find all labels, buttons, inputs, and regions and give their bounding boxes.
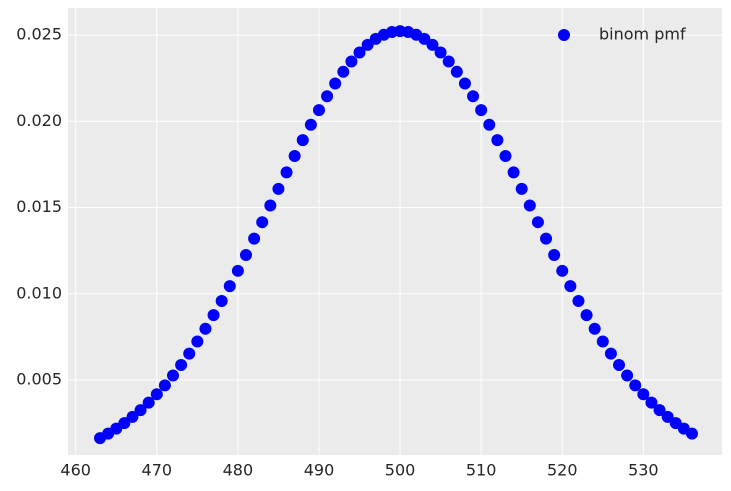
x-tick-label: 470 (142, 461, 173, 480)
point (629, 379, 642, 392)
point (434, 46, 447, 59)
point (288, 149, 301, 162)
point (239, 248, 252, 261)
point (167, 369, 180, 382)
point (467, 90, 480, 103)
point (661, 410, 674, 423)
point (223, 280, 236, 293)
x-tick-label: 530 (628, 461, 659, 480)
point (199, 322, 212, 335)
point (296, 134, 309, 147)
point (637, 388, 650, 401)
x-tick-label: 500 (385, 461, 416, 480)
point (329, 77, 342, 90)
point (572, 294, 585, 307)
point (321, 90, 334, 103)
x-tick-label: 460 (60, 461, 91, 480)
point (126, 410, 139, 423)
point (272, 182, 285, 195)
point (483, 118, 496, 131)
point (345, 55, 358, 68)
legend-marker (558, 29, 570, 41)
point (207, 309, 220, 322)
y-tick-label: 0.020 (16, 111, 62, 130)
point (264, 199, 277, 212)
point (458, 77, 471, 90)
point (442, 55, 455, 68)
point (548, 248, 561, 261)
point (564, 280, 577, 293)
plot-area (68, 8, 722, 455)
y-tick-label: 0.010 (16, 283, 62, 302)
point (450, 65, 463, 78)
point (280, 166, 293, 179)
point (426, 38, 439, 51)
point (507, 166, 520, 179)
x-tick-label: 490 (304, 461, 335, 480)
point (580, 309, 593, 322)
point (215, 294, 228, 307)
x-tick-label: 480 (223, 461, 254, 480)
point (304, 118, 317, 131)
point (312, 104, 325, 117)
x-tick-label: 510 (466, 461, 497, 480)
point (604, 347, 617, 360)
point (134, 404, 147, 417)
point (256, 216, 269, 229)
point (621, 369, 634, 382)
point (531, 216, 544, 229)
point (248, 232, 261, 245)
point (645, 396, 658, 409)
y-tick-label: 0.005 (16, 369, 62, 388)
point (596, 335, 609, 348)
point (175, 358, 188, 371)
point (653, 404, 666, 417)
point (685, 427, 698, 440)
point (499, 149, 512, 162)
point (613, 358, 626, 371)
point (142, 396, 155, 409)
point (475, 104, 488, 117)
point (491, 134, 504, 147)
legend-label: binom pmf (599, 25, 686, 44)
point (353, 46, 366, 59)
y-tick-label: 0.015 (16, 197, 62, 216)
point (158, 379, 171, 392)
point (183, 347, 196, 360)
point (588, 322, 601, 335)
point (515, 182, 528, 195)
point (540, 232, 553, 245)
point (231, 264, 244, 277)
x-tick-label: 520 (547, 461, 578, 480)
point (118, 417, 131, 430)
y-tick-label: 0.025 (16, 25, 62, 44)
point (150, 388, 163, 401)
point (556, 264, 569, 277)
point (523, 199, 536, 212)
point (191, 335, 204, 348)
point (337, 65, 350, 78)
